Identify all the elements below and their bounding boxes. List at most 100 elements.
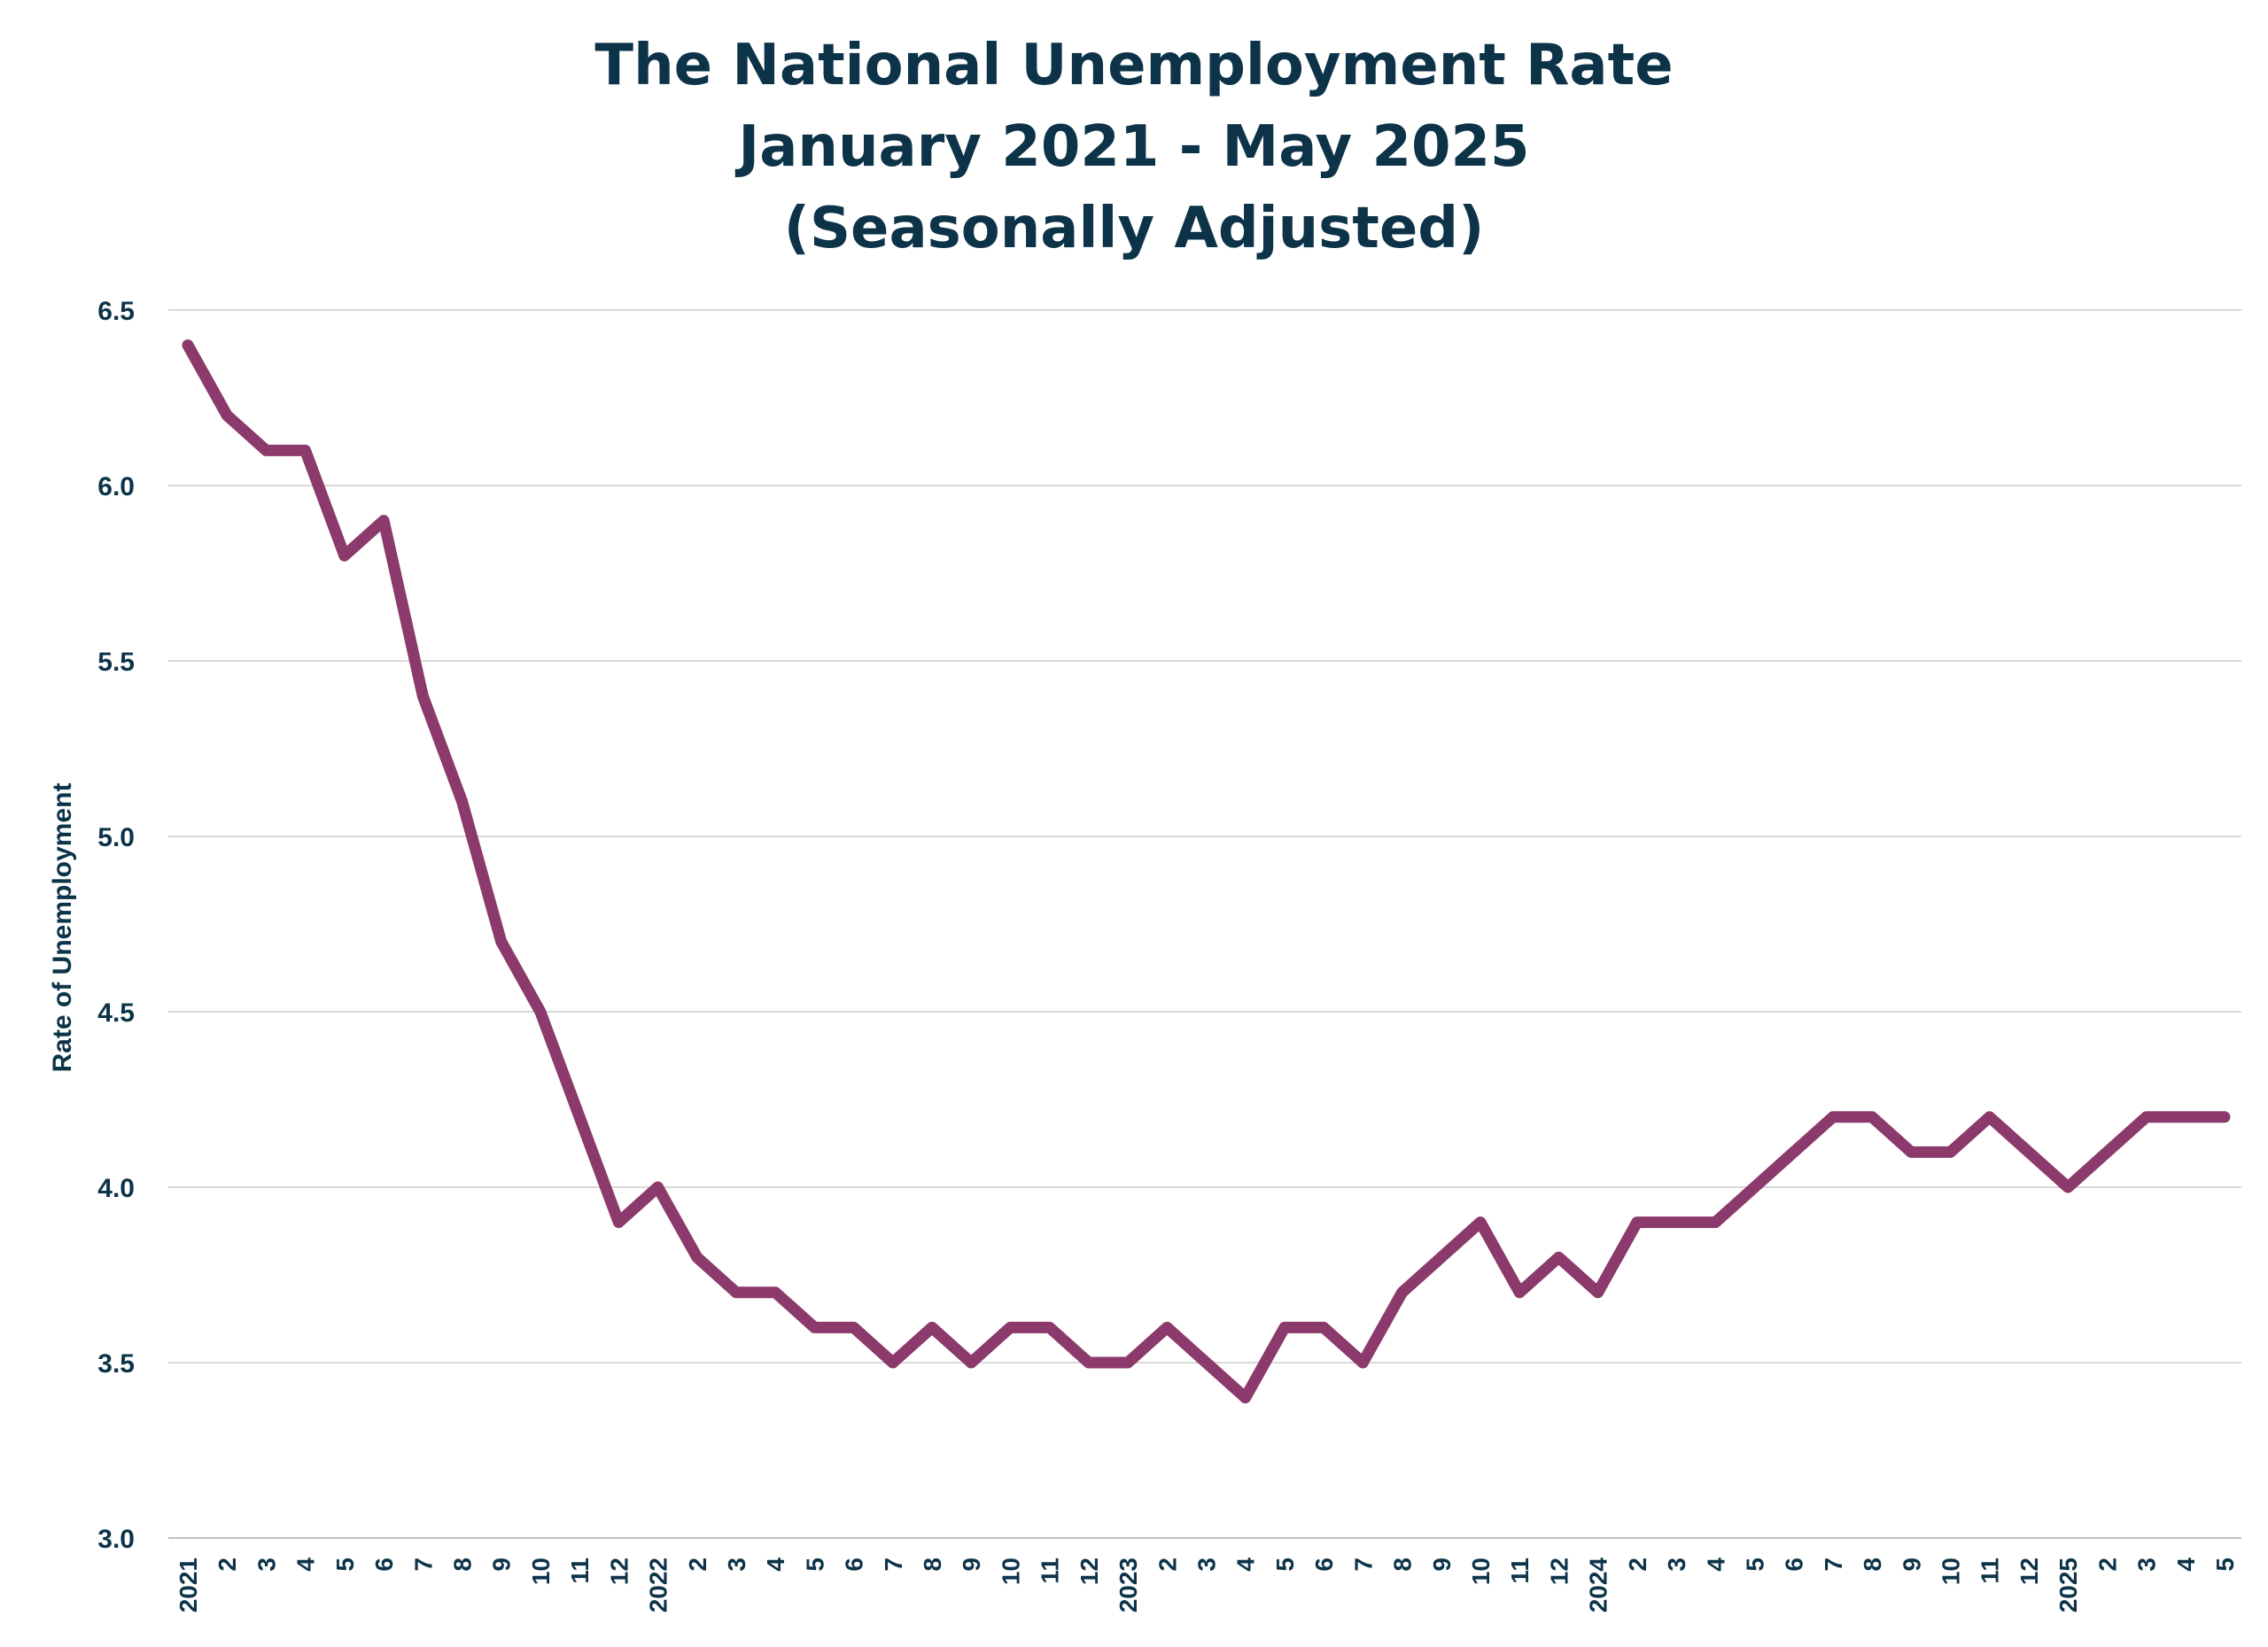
- x-tick-label: 12: [2016, 1558, 2043, 1585]
- x-tick-label: 2: [1624, 1558, 1651, 1572]
- y-tick-label: 5.0: [97, 823, 135, 852]
- data-point: [1793, 1151, 1795, 1153]
- x-tick-label: 8: [919, 1558, 946, 1572]
- x-tick-label: 10: [527, 1558, 555, 1585]
- x-tick-label: 10: [1938, 1558, 1965, 1585]
- x-tick-label: 6: [1781, 1558, 1808, 1572]
- x-tick-label: 9: [958, 1558, 985, 1572]
- y-axis-label: Rate of Unemployment: [48, 783, 77, 1073]
- data-point: [1871, 1116, 1873, 1118]
- data-point: [1597, 1292, 1599, 1294]
- x-tick-label: 10: [997, 1558, 1024, 1585]
- data-point: [1675, 1222, 1677, 1224]
- data-point: [1989, 1116, 1991, 1118]
- data-point: [931, 1326, 933, 1328]
- x-tick-label: 2: [214, 1558, 241, 1572]
- data-point: [187, 345, 189, 346]
- data-point: [579, 1116, 580, 1118]
- data-point: [1832, 1116, 1834, 1118]
- data-point: [1557, 1256, 1559, 1258]
- x-tick-label: 9: [1428, 1558, 1456, 1572]
- x-tick-label: 10: [1467, 1558, 1495, 1585]
- data-point: [1166, 1326, 1168, 1328]
- data-point: [1009, 1326, 1011, 1328]
- x-tick-label: 2: [2093, 1558, 2121, 1572]
- x-tick-label: 8: [1389, 1558, 1417, 1572]
- data-point: [344, 555, 346, 556]
- data-point: [2106, 1151, 2108, 1153]
- y-tick-label: 6.0: [97, 472, 135, 501]
- x-tick-label: 12: [1076, 1558, 1103, 1585]
- y-axis-ticks: 3.0 3.5 4.0 4.5 5.0 5.5 6.0 6.5: [97, 297, 135, 1554]
- data-point: [226, 415, 228, 416]
- x-tick-label: 7: [1349, 1558, 1377, 1572]
- x-tick-label: 11: [1977, 1558, 2004, 1584]
- x-tick-label: 7: [880, 1558, 907, 1572]
- x-tick-label: 9: [1898, 1558, 1925, 1572]
- data-point: [1910, 1151, 1912, 1153]
- x-tick-label: 3: [252, 1558, 280, 1572]
- series-line-unemployment-rate: [182, 339, 2231, 1404]
- y-tick-label: 4.0: [97, 1174, 135, 1203]
- x-tick-label: 11: [1506, 1558, 1534, 1584]
- x-tick-label: 3: [1193, 1558, 1221, 1572]
- x-tick-label: 2023: [1115, 1558, 1142, 1612]
- series-layer: [182, 339, 2231, 1404]
- chart-title-line-1: The National Unemployment Rate: [594, 33, 1674, 98]
- x-tick-label: 5: [1741, 1558, 1768, 1572]
- x-tick-label: 2024: [1585, 1558, 1612, 1613]
- chart-title: The National Unemployment Rate January 2…: [0, 25, 2268, 269]
- data-point: [2028, 1151, 2030, 1153]
- data-point: [813, 1326, 815, 1328]
- y-tick-label: 6.5: [97, 297, 135, 326]
- data-point: [2185, 1116, 2186, 1118]
- x-tick-label: 4: [762, 1558, 789, 1572]
- x-tick-label: 4: [292, 1558, 320, 1572]
- data-point: [1049, 1326, 1051, 1328]
- x-tick-label: 12: [605, 1558, 633, 1585]
- y-tick-label: 5.5: [97, 648, 135, 677]
- data-point: [657, 1186, 659, 1188]
- data-point: [1714, 1222, 1716, 1224]
- x-tick-label: 3: [2133, 1558, 2161, 1572]
- x-axis-ticks: 2021 2 3 4 5 6 7 8 9 10 11 12 2022 2 3 4 5 6 7 8 9 10 11 12 2023…: [175, 1558, 2239, 1613]
- data-point: [1753, 1186, 1755, 1188]
- x-tick-label: 5: [801, 1558, 828, 1572]
- x-tick-label: 7: [1820, 1558, 1847, 1572]
- x-tick-label: 3: [723, 1558, 750, 1572]
- data-point: [1636, 1222, 1638, 1224]
- y-tick-label: 3.0: [97, 1525, 135, 1554]
- x-tick-label: 4: [2172, 1558, 2200, 1572]
- x-tick-label: 6: [370, 1558, 398, 1572]
- data-point: [853, 1326, 855, 1328]
- x-tick-label: 4: [1232, 1558, 1260, 1572]
- x-tick-label: 6: [1310, 1558, 1338, 1572]
- x-tick-label: 6: [841, 1558, 868, 1572]
- x-tick-label: 9: [488, 1558, 516, 1572]
- x-tick-label: 2022: [645, 1558, 672, 1612]
- data-point: [1950, 1151, 1952, 1153]
- x-tick-label: 3: [1663, 1558, 1690, 1572]
- data-point: [265, 449, 267, 451]
- x-tick-label: 11: [566, 1558, 594, 1584]
- data-point: [735, 1292, 737, 1294]
- x-tick-label: 2025: [2054, 1558, 2082, 1612]
- x-tick-label: 11: [1037, 1558, 1064, 1584]
- data-point: [2146, 1116, 2148, 1118]
- x-tick-label: 5: [2211, 1558, 2239, 1572]
- x-tick-label: 7: [409, 1558, 437, 1572]
- data-point: [1518, 1292, 1520, 1294]
- chart-title-line-3: (Seasonally Adjusted): [783, 196, 1485, 261]
- x-tick-label: 12: [1545, 1558, 1573, 1585]
- x-tick-label: 2: [684, 1558, 711, 1572]
- x-tick-label: 4: [1702, 1558, 1729, 1572]
- gridlines: [168, 309, 2241, 1539]
- data-point: [1245, 1397, 1247, 1399]
- x-tick-label: 5: [1271, 1558, 1299, 1572]
- data-point: [305, 449, 307, 451]
- y-tick-label: 3.5: [97, 1349, 135, 1379]
- x-tick-label: 2021: [175, 1558, 202, 1612]
- chart-title-line-2: January 2021 - May 2025: [738, 114, 1530, 180]
- data-point: [2067, 1186, 2069, 1188]
